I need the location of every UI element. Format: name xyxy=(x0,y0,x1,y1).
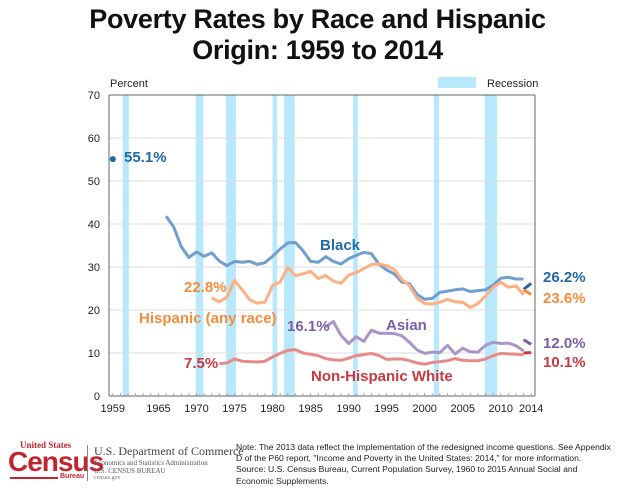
x-tick-label: 1959 xyxy=(101,403,125,415)
legend-recession-label: Recession xyxy=(487,78,538,90)
y-tick-label: 20 xyxy=(88,305,100,317)
series-end-value-asian: 12.0% xyxy=(543,335,586,352)
y-tick-label: 30 xyxy=(88,262,100,274)
series-name-asian: Asian xyxy=(386,317,427,334)
x-tick-label: 2010 xyxy=(489,403,513,415)
legend: Recession xyxy=(438,77,538,90)
series-end-value-non-hispanic-white: 10.1% xyxy=(543,354,586,371)
source-note: Note: The 2013 data reflect the implemen… xyxy=(236,442,631,487)
series-lines xyxy=(109,156,533,366)
series-point-black xyxy=(109,156,116,163)
axes: 0 10 20 30 40 50 60 70 1959 1965 1970 1975 1980 1985 1… xyxy=(88,90,544,415)
x-tick-label: 1970 xyxy=(184,403,208,415)
series-name-black: Black xyxy=(320,237,361,254)
x-tick-label: 2005 xyxy=(450,403,474,415)
x-tick-label: 1995 xyxy=(374,403,398,415)
recession-band xyxy=(283,95,295,396)
recession-band xyxy=(272,95,278,396)
note-line-1: Note: The 2013 data reflect the implemen… xyxy=(236,442,611,452)
series-name-hispanic-any-race: Hispanic (any race) xyxy=(139,310,277,327)
recession-bands xyxy=(122,95,497,396)
series-line-asian xyxy=(324,320,525,356)
x-tick-label: 1985 xyxy=(298,403,322,415)
y-axis-label: Percent xyxy=(110,78,148,90)
series-labels: Black 55.1% 26.2% Hispanic (any race) 22.8% 2… xyxy=(124,149,586,385)
y-tick-label: 70 xyxy=(88,90,100,102)
chart-title: Poverty Rates by Race and Hispanic Origi… xyxy=(0,4,635,66)
logo-underline xyxy=(10,477,58,479)
series-name-non-hispanic-white: Non-Hispanic White xyxy=(311,368,453,385)
y-tick-label: 50 xyxy=(88,176,100,188)
census-bureau-logo: United States Census Bureau U.S. Departm… xyxy=(6,440,244,484)
poverty-rate-chart: 0 10 20 30 40 50 60 70 1959 1965 1970 1975 1980 1985 1… xyxy=(88,77,586,415)
series-end-value-hispanic-any-race: 23.6% xyxy=(543,290,586,307)
series-start-value-asian: 16.1% xyxy=(287,318,330,335)
series-line-black xyxy=(164,215,524,301)
recession-band xyxy=(122,95,129,396)
recession-band xyxy=(353,95,358,396)
recession-band xyxy=(484,95,497,396)
series-line-non-hispanic-white xyxy=(219,348,524,366)
note-line-2: D of the P60 report, "Income and Poverty… xyxy=(236,453,582,464)
logo-department: U.S. Department of Commerce xyxy=(94,444,244,458)
x-tick-label: 1975 xyxy=(222,403,246,415)
series-end-segment-asian xyxy=(522,338,532,346)
logo-administration: Economics and Statistics Administration xyxy=(94,459,208,467)
series-end-segment-hispanic-any-race xyxy=(522,288,532,296)
chart-title-line-2: Origin: 1959 to 2014 xyxy=(192,35,443,65)
x-tick-label: 1965 xyxy=(146,403,170,415)
series-start-value-black: 55.1% xyxy=(124,149,167,166)
series-end-segment-black xyxy=(522,282,533,291)
y-tick-label: 0 xyxy=(94,391,100,403)
x-tick-label: 1980 xyxy=(260,403,284,415)
recession-band xyxy=(433,95,440,396)
chart-title-line-1: Poverty Rates by Race and Hispanic xyxy=(89,4,546,34)
series-start-value-hispanic-any-race: 22.8% xyxy=(184,279,227,296)
logo-united-states: United States xyxy=(20,440,72,450)
logo-divider xyxy=(87,445,88,481)
logo-agency: U.S. CENSUS BUREAU xyxy=(94,467,166,475)
y-tick-label: 40 xyxy=(88,219,100,231)
recession-band xyxy=(226,95,237,396)
x-tick-label: 2000 xyxy=(412,403,436,415)
logo-website: census.gov xyxy=(94,475,121,481)
x-tick-label: 1990 xyxy=(336,403,360,415)
series-start-value-non-hispanic-white: 7.5% xyxy=(184,355,218,372)
y-tick-label: 60 xyxy=(88,133,100,145)
logo-bureau: Bureau xyxy=(60,473,85,480)
legend-recession-swatch xyxy=(438,77,476,88)
series-end-value-black: 26.2% xyxy=(543,269,586,286)
series-line-hispanic-any-race xyxy=(211,262,525,309)
gridlines xyxy=(109,137,535,354)
logo-census: Census xyxy=(8,446,104,477)
recession-band xyxy=(195,95,204,396)
note-line-3: Source: U.S. Census Bureau, Current Popu… xyxy=(236,464,578,475)
x-tick-label: 2014 xyxy=(519,403,543,415)
note-line-4: Economic Supplements. xyxy=(236,475,329,486)
y-tick-label: 10 xyxy=(88,348,100,360)
